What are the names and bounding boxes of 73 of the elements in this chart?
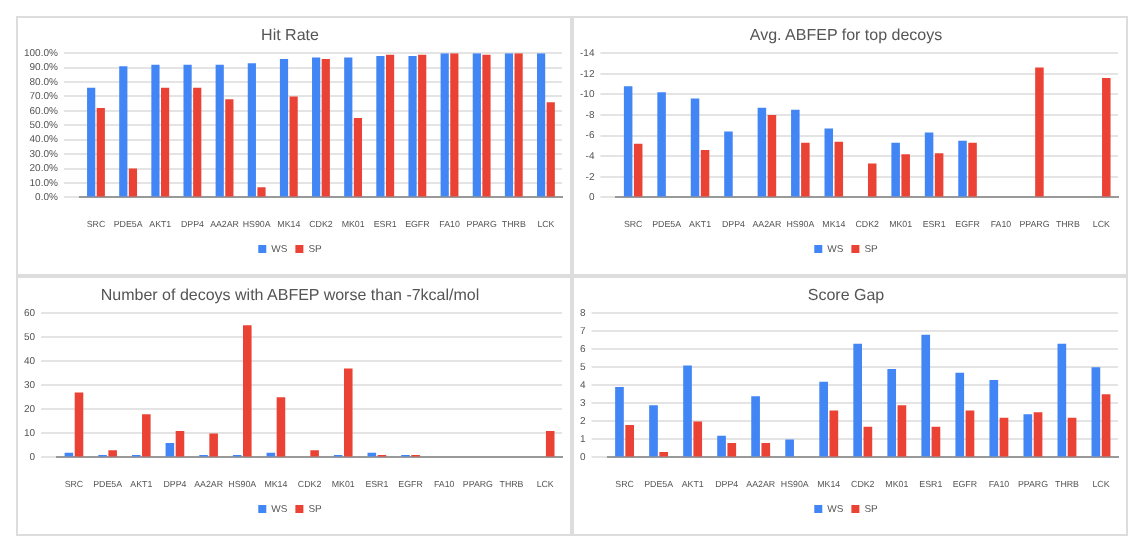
bar <box>119 66 128 197</box>
bar <box>108 450 117 457</box>
chart-title: Avg. ABFEP for top decoys <box>749 26 943 45</box>
bar <box>74 392 84 457</box>
bar <box>128 168 138 197</box>
bar <box>312 57 321 197</box>
bar <box>96 108 105 197</box>
chart-title: Score Gap <box>807 286 886 305</box>
bar <box>1023 414 1033 457</box>
bar <box>545 431 555 457</box>
bar <box>887 369 897 457</box>
bar <box>215 64 224 197</box>
bar <box>279 58 289 197</box>
bar <box>276 397 286 457</box>
bar <box>321 58 330 197</box>
bar <box>1033 412 1043 457</box>
bar <box>160 87 170 197</box>
bar <box>310 450 319 457</box>
bar <box>472 53 481 197</box>
bar <box>683 365 692 457</box>
bar <box>853 343 863 457</box>
bar <box>649 405 658 457</box>
bar <box>965 410 975 457</box>
bar <box>546 102 555 197</box>
bar <box>183 64 192 197</box>
bar <box>175 431 185 457</box>
bar <box>717 435 726 457</box>
bar <box>785 439 794 457</box>
bar <box>921 334 931 457</box>
bar <box>450 53 459 197</box>
bar <box>625 424 635 457</box>
bar <box>165 443 175 457</box>
bar <box>1091 367 1101 457</box>
bar <box>514 53 523 197</box>
bar <box>343 368 353 457</box>
bar <box>482 54 491 197</box>
bar <box>385 54 395 197</box>
bar <box>751 396 760 457</box>
bar <box>931 426 941 457</box>
bar <box>955 372 965 457</box>
chart-title: Hit Rate <box>261 26 320 45</box>
bar <box>243 325 252 457</box>
bar <box>193 87 202 197</box>
bar <box>1057 343 1067 457</box>
bar <box>1067 417 1077 457</box>
bar <box>504 53 514 197</box>
bar <box>289 96 298 197</box>
bar <box>999 417 1009 457</box>
bar <box>693 421 703 457</box>
chart-title: Number of decoys with ABFEP worse than -7kcal/mol <box>100 286 480 305</box>
bar <box>247 63 256 197</box>
bar <box>87 87 96 197</box>
bar <box>819 381 828 457</box>
bar <box>537 53 546 197</box>
bar <box>897 405 907 457</box>
bar <box>376 56 385 197</box>
bar <box>829 410 839 457</box>
bar <box>418 54 427 197</box>
bar <box>989 379 999 457</box>
bar <box>440 53 449 197</box>
bar <box>727 443 737 457</box>
bar <box>344 57 353 197</box>
bar <box>615 387 624 457</box>
bar <box>257 187 266 197</box>
bar <box>761 443 771 457</box>
bar <box>863 426 873 457</box>
bar <box>1101 394 1111 457</box>
bar <box>408 56 417 197</box>
bar <box>225 99 234 197</box>
bar <box>209 433 218 457</box>
bar <box>142 414 151 457</box>
bar <box>151 64 160 197</box>
bar <box>353 118 363 197</box>
